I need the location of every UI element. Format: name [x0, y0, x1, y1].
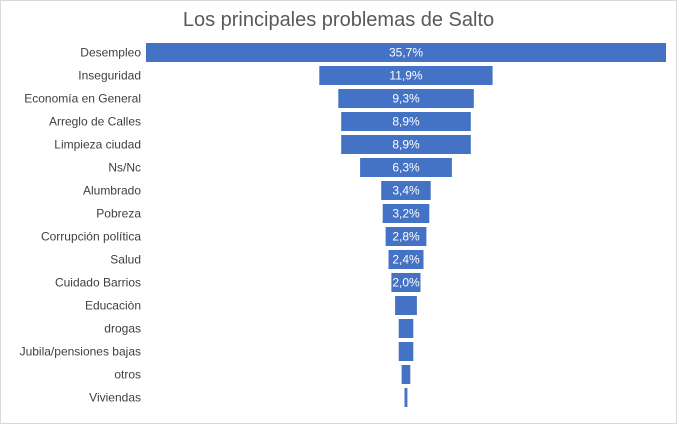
funnel-bar-1 [319, 66, 493, 85]
funnel-bar-11 [395, 296, 417, 315]
funnel-bar-13 [398, 342, 414, 361]
data-label-8: 2,8% [392, 230, 420, 244]
category-label-9: Salud [110, 253, 141, 267]
funnel-bar-2 [338, 89, 474, 108]
funnel-bar-10 [391, 273, 421, 292]
funnel-bar-5 [360, 158, 452, 177]
category-label-11: Educaciòn [85, 299, 141, 313]
funnel-bar-12 [398, 319, 414, 338]
category-label-1: Inseguridad [78, 69, 141, 83]
category-label-8: Corrupción política [41, 230, 141, 244]
data-label-0: 35,7% [389, 46, 423, 60]
data-label-9: 2,4% [392, 253, 420, 267]
funnel-bar-8 [385, 227, 427, 246]
category-label-4: Limpieza ciudad [54, 138, 141, 152]
category-label-12: drogas [104, 322, 141, 336]
chart-title: Los principales problemas de Salto [182, 9, 495, 31]
funnel-bar-14 [401, 365, 411, 384]
category-label-15: Viviendas [89, 391, 141, 405]
funnel-bar-9 [388, 250, 424, 269]
category-label-13: Jubila/pensiones bajas [20, 345, 141, 359]
funnel-bar-0 [146, 43, 666, 62]
data-label-1: 11,9% [389, 69, 422, 83]
category-label-10: Cuidado Barrios [55, 276, 141, 290]
category-label-0: Desempleo [80, 46, 141, 60]
funnel-bar-6 [381, 181, 431, 200]
funnel-bar-7 [382, 204, 430, 223]
funnel-bar-15 [404, 388, 408, 407]
funnel-bar-4 [341, 135, 471, 154]
category-label-14: otros [114, 368, 141, 382]
category-label-5: Ns/Nc [108, 161, 141, 175]
data-label-3: 8,9% [392, 115, 420, 129]
category-label-2: Economía en General [24, 92, 141, 106]
category-label-7: Pobreza [96, 207, 141, 221]
data-label-6: 3,4% [392, 184, 420, 198]
category-label-6: Alumbrado [83, 184, 141, 198]
data-label-10: 2,0% [392, 276, 420, 290]
data-label-4: 8,9% [392, 138, 420, 152]
category-label-3: Arreglo de Calles [49, 115, 141, 129]
data-label-7: 3,2% [392, 207, 420, 221]
funnel-bar-3 [341, 112, 471, 131]
data-label-2: 9,3% [392, 92, 420, 106]
data-label-5: 6,3% [392, 161, 420, 175]
